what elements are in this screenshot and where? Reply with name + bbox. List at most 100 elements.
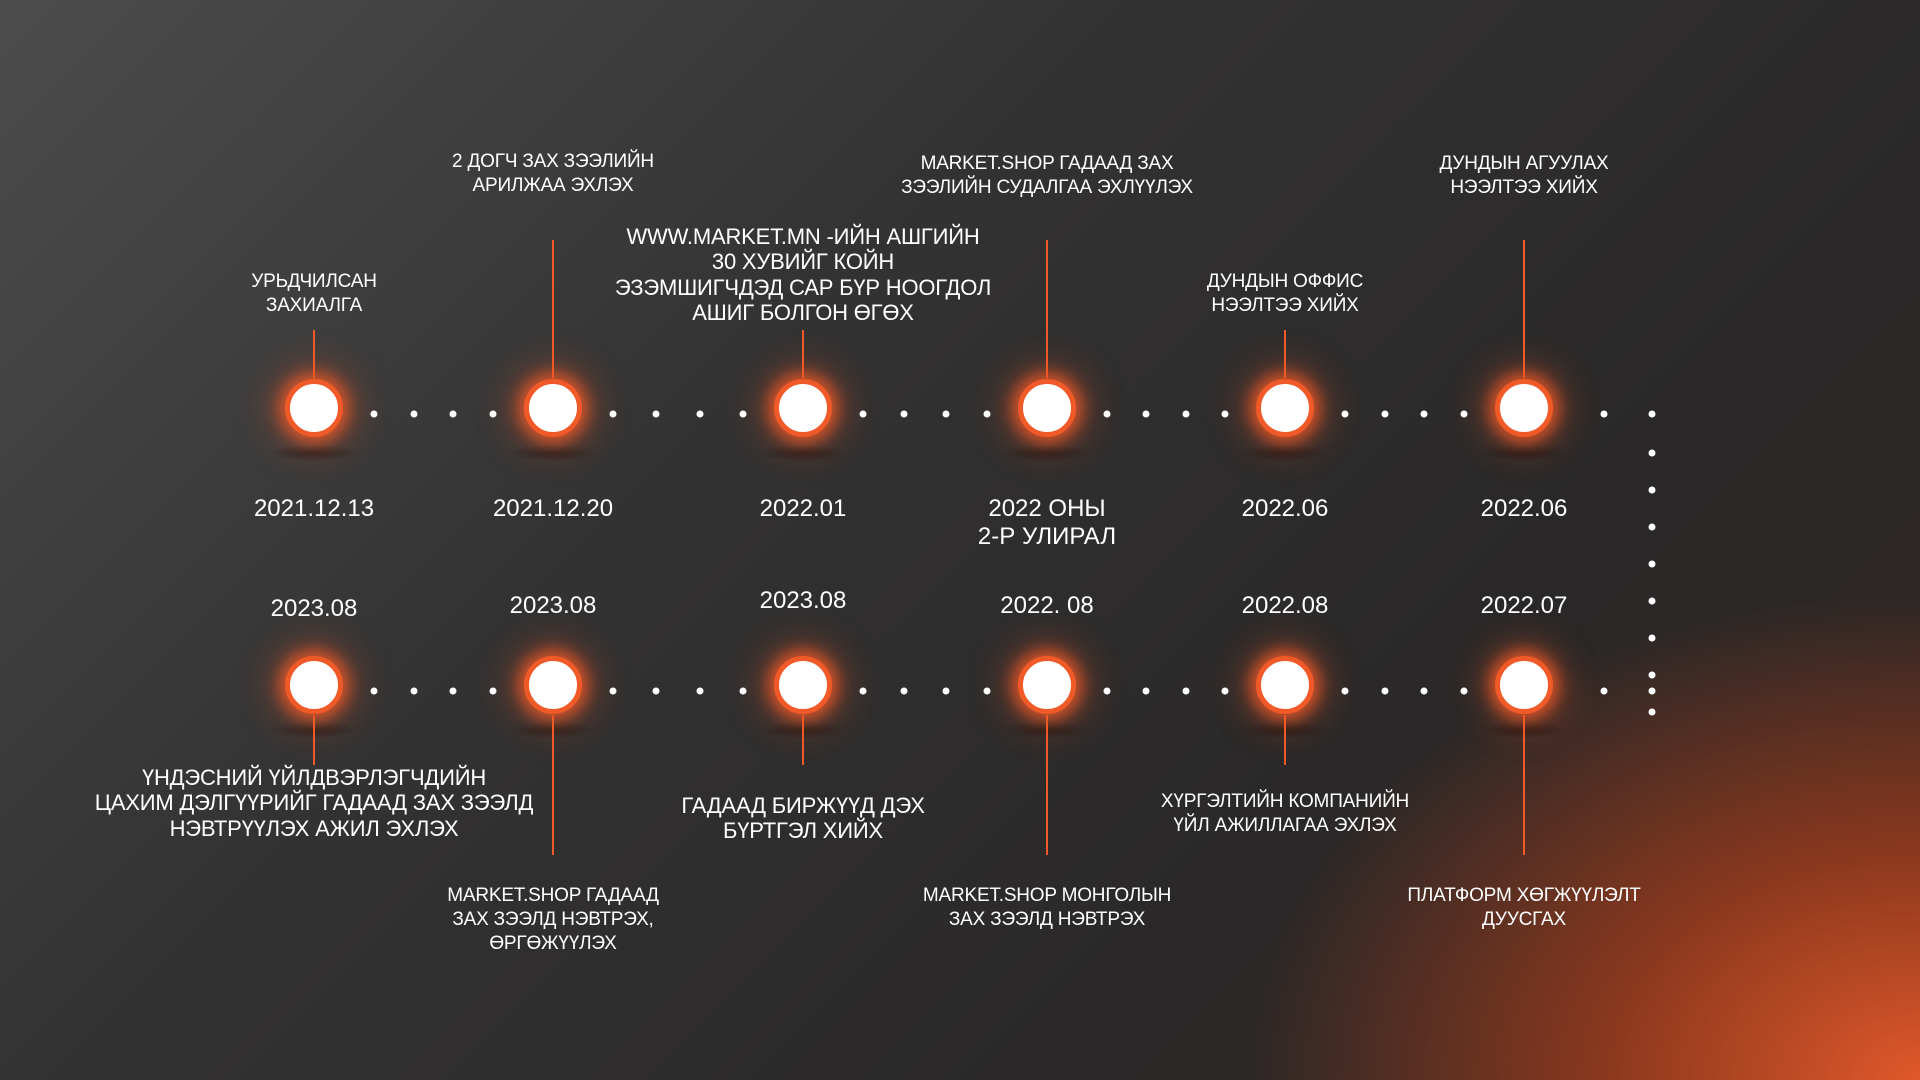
- bottom-label-line: ҮНДЭСНИЙ ҮЙЛДВЭРЛЭГЧДИЙН: [141, 765, 487, 790]
- top-label-line: 2 ДОГЧ ЗАХ ЗЭЭЛИЙН: [452, 151, 654, 172]
- bottom-connector-dot: [1648, 687, 1656, 695]
- top-label-line: АШИГ БОЛГОН ӨГӨХ: [692, 299, 914, 325]
- top-label-line: MARKET.SHOP ГАДААД ЗАХ: [920, 153, 1174, 174]
- bottom-label-line: ГАДААД БИРЖҮҮД ДЭХ: [681, 793, 925, 818]
- bottom-connector-line: [802, 715, 804, 765]
- bottom-connector-dot: [410, 687, 418, 695]
- top-node-shadow: [508, 444, 598, 462]
- bottom-connector-line: [313, 715, 315, 765]
- top-date-line: 2-Р УЛИРАЛ: [977, 522, 1117, 550]
- bottom-label-line: ХҮРГЭЛТИЙН КОМПАНИЙН: [1160, 791, 1410, 812]
- bottom-connector-dot: [942, 687, 950, 695]
- top-node-shadow: [269, 444, 359, 462]
- top-connector-dot: [1103, 410, 1111, 418]
- top-connector-line: [1523, 240, 1525, 378]
- top-connector-dot: [1142, 410, 1150, 418]
- bottom-connector-dot: [900, 687, 908, 695]
- bottom-milestone-label: ҮНДЭСНИЙ ҮЙЛДВЭРЛЭГЧДИЙН ЦАХИМ ДЭЛГҮҮРИЙГ…: [95, 765, 534, 841]
- bottom-milestone-date: 2022.08: [1242, 592, 1329, 620]
- top-connector-dot: [1460, 410, 1468, 418]
- top-milestone-node: [774, 379, 832, 437]
- top-label-line: АРИЛЖАА ЭХЛЭХ: [472, 174, 634, 196]
- bottom-connector-dot: [370, 687, 378, 695]
- top-connector-dot: [489, 410, 497, 418]
- bottom-date-line: 2023.08: [759, 587, 847, 614]
- bottom-label-line: ДУУСГАХ: [1482, 908, 1566, 930]
- bottom-milestone-label: MARKET.SHOP ГАДААД ЗАХ ЗЭЭЛД НЭВТРЭХ, ӨРГӨ…: [447, 884, 659, 955]
- top-milestone-date: 2021.12.20: [493, 495, 613, 523]
- bottom-connector-dot: [983, 687, 991, 695]
- top-connector-dot: [983, 410, 991, 418]
- top-milestone-date: 2022.01: [760, 495, 847, 523]
- top-connector-dot: [1182, 410, 1190, 418]
- vertical-connector-dot: [1648, 486, 1656, 494]
- bottom-label-line: БҮРТГЭЛ ХИЙХ: [723, 818, 883, 844]
- top-connector-dot: [942, 410, 950, 418]
- vertical-connector-dot: [1648, 449, 1656, 457]
- bottom-connector-dot: [449, 687, 457, 695]
- top-date-line: 2021.12.13: [253, 495, 375, 522]
- top-connector-line: [802, 330, 804, 378]
- top-date-line: 2022.06: [1480, 495, 1568, 522]
- bottom-connector-line: [552, 715, 554, 855]
- bottom-date-line: 2023.08: [270, 595, 358, 622]
- top-connector-line: [552, 240, 554, 378]
- top-connector-dot: [370, 410, 378, 418]
- bottom-milestone-label: ПЛАТФОРМ ХӨГЖҮҮЛЭЛТ ДУУСГАХ: [1407, 884, 1640, 932]
- bottom-connector-dot: [489, 687, 497, 695]
- top-label-line: НЭЭЛТЭЭ ХИЙХ: [1450, 176, 1598, 198]
- top-connector-line: [313, 330, 315, 378]
- bottom-label-line: MARKET.SHOP МОНГОЛЫН: [922, 885, 1172, 906]
- bottom-connector-dot: [1182, 687, 1190, 695]
- top-milestone-node: [1495, 379, 1553, 437]
- top-label-line: УРЬДЧИЛСАН: [251, 271, 377, 292]
- bottom-milestone-date: 2023.08: [271, 595, 358, 623]
- top-connector-dot: [900, 410, 908, 418]
- top-label-line: ЗАХИАЛГА: [265, 294, 363, 316]
- top-connector-dot: [1221, 410, 1229, 418]
- vertical-connector-dot: [1648, 523, 1656, 531]
- bottom-date-line: 2022.07: [1480, 592, 1568, 619]
- top-connector-dot: [1420, 410, 1428, 418]
- top-connector-dot: [859, 410, 867, 418]
- bottom-connector-dot: [1420, 687, 1428, 695]
- bottom-milestone-node: [774, 656, 832, 714]
- top-connector-dot: [1341, 410, 1349, 418]
- bottom-milestone-date: 2023.08: [510, 592, 597, 620]
- top-milestone-label: УРЬДЧИЛСАН ЗАХИАЛГА: [251, 270, 377, 318]
- bottom-connector-line: [1046, 715, 1048, 855]
- bottom-connector-dot: [859, 687, 867, 695]
- top-connector-dot: [652, 410, 660, 418]
- top-label-line: ЭЗЭМШИГЧДЭД САР БҮР НООГДОЛ: [614, 274, 992, 300]
- bottom-connector-dot: [1142, 687, 1150, 695]
- top-milestone-date: 2022.06: [1481, 495, 1568, 523]
- top-date-line: 2022 ОНЫ: [988, 495, 1106, 522]
- bottom-connector-dot: [1103, 687, 1111, 695]
- bottom-connector-dot: [739, 687, 747, 695]
- top-label-line: ДУНДЫН АГУУЛАХ: [1439, 153, 1609, 174]
- vertical-connector-dot: [1648, 597, 1656, 605]
- top-node-shadow: [1479, 444, 1569, 462]
- bottom-milestone-date: 2022.07: [1481, 592, 1568, 620]
- vertical-connector-dot: [1648, 634, 1656, 642]
- top-node-shadow: [1002, 444, 1092, 462]
- top-connector-dot: [449, 410, 457, 418]
- top-node-shadow: [758, 444, 848, 462]
- bottom-connector-dot: [1460, 687, 1468, 695]
- top-date-line: 2022.01: [759, 495, 847, 522]
- bottom-label-line: ӨРГӨЖҮҮЛЭХ: [489, 932, 617, 954]
- bottom-date-line: 2023.08: [509, 592, 597, 619]
- vertical-connector-dot: [1648, 671, 1656, 679]
- top-connector-dot: [1600, 410, 1608, 418]
- vertical-connector-dot: [1648, 560, 1656, 568]
- bottom-milestone-label: ХҮРГЭЛТИЙН КОМПАНИЙН ҮЙЛ АЖИЛЛАГАА ЭХЛЭХ: [1161, 790, 1409, 838]
- top-connector-dot: [609, 410, 617, 418]
- top-date-line: 2022.06: [1241, 495, 1329, 522]
- bottom-connector-dot: [1221, 687, 1229, 695]
- bottom-label-line: ЦАХИМ ДЭЛГҮҮРИЙГ ГАДААД ЗАХ ЗЭЭЛД: [94, 790, 534, 816]
- top-label-line: WWW.MARKET.MN -ИЙН АШГИЙН: [626, 224, 980, 249]
- top-connector-dot: [1381, 410, 1389, 418]
- top-milestone-label: MARKET.SHOP ГАДААД ЗАХ ЗЭЭЛИЙН СУДАЛГАА Э…: [901, 152, 1193, 200]
- top-milestone-node: [1018, 379, 1076, 437]
- top-milestone-node: [285, 379, 343, 437]
